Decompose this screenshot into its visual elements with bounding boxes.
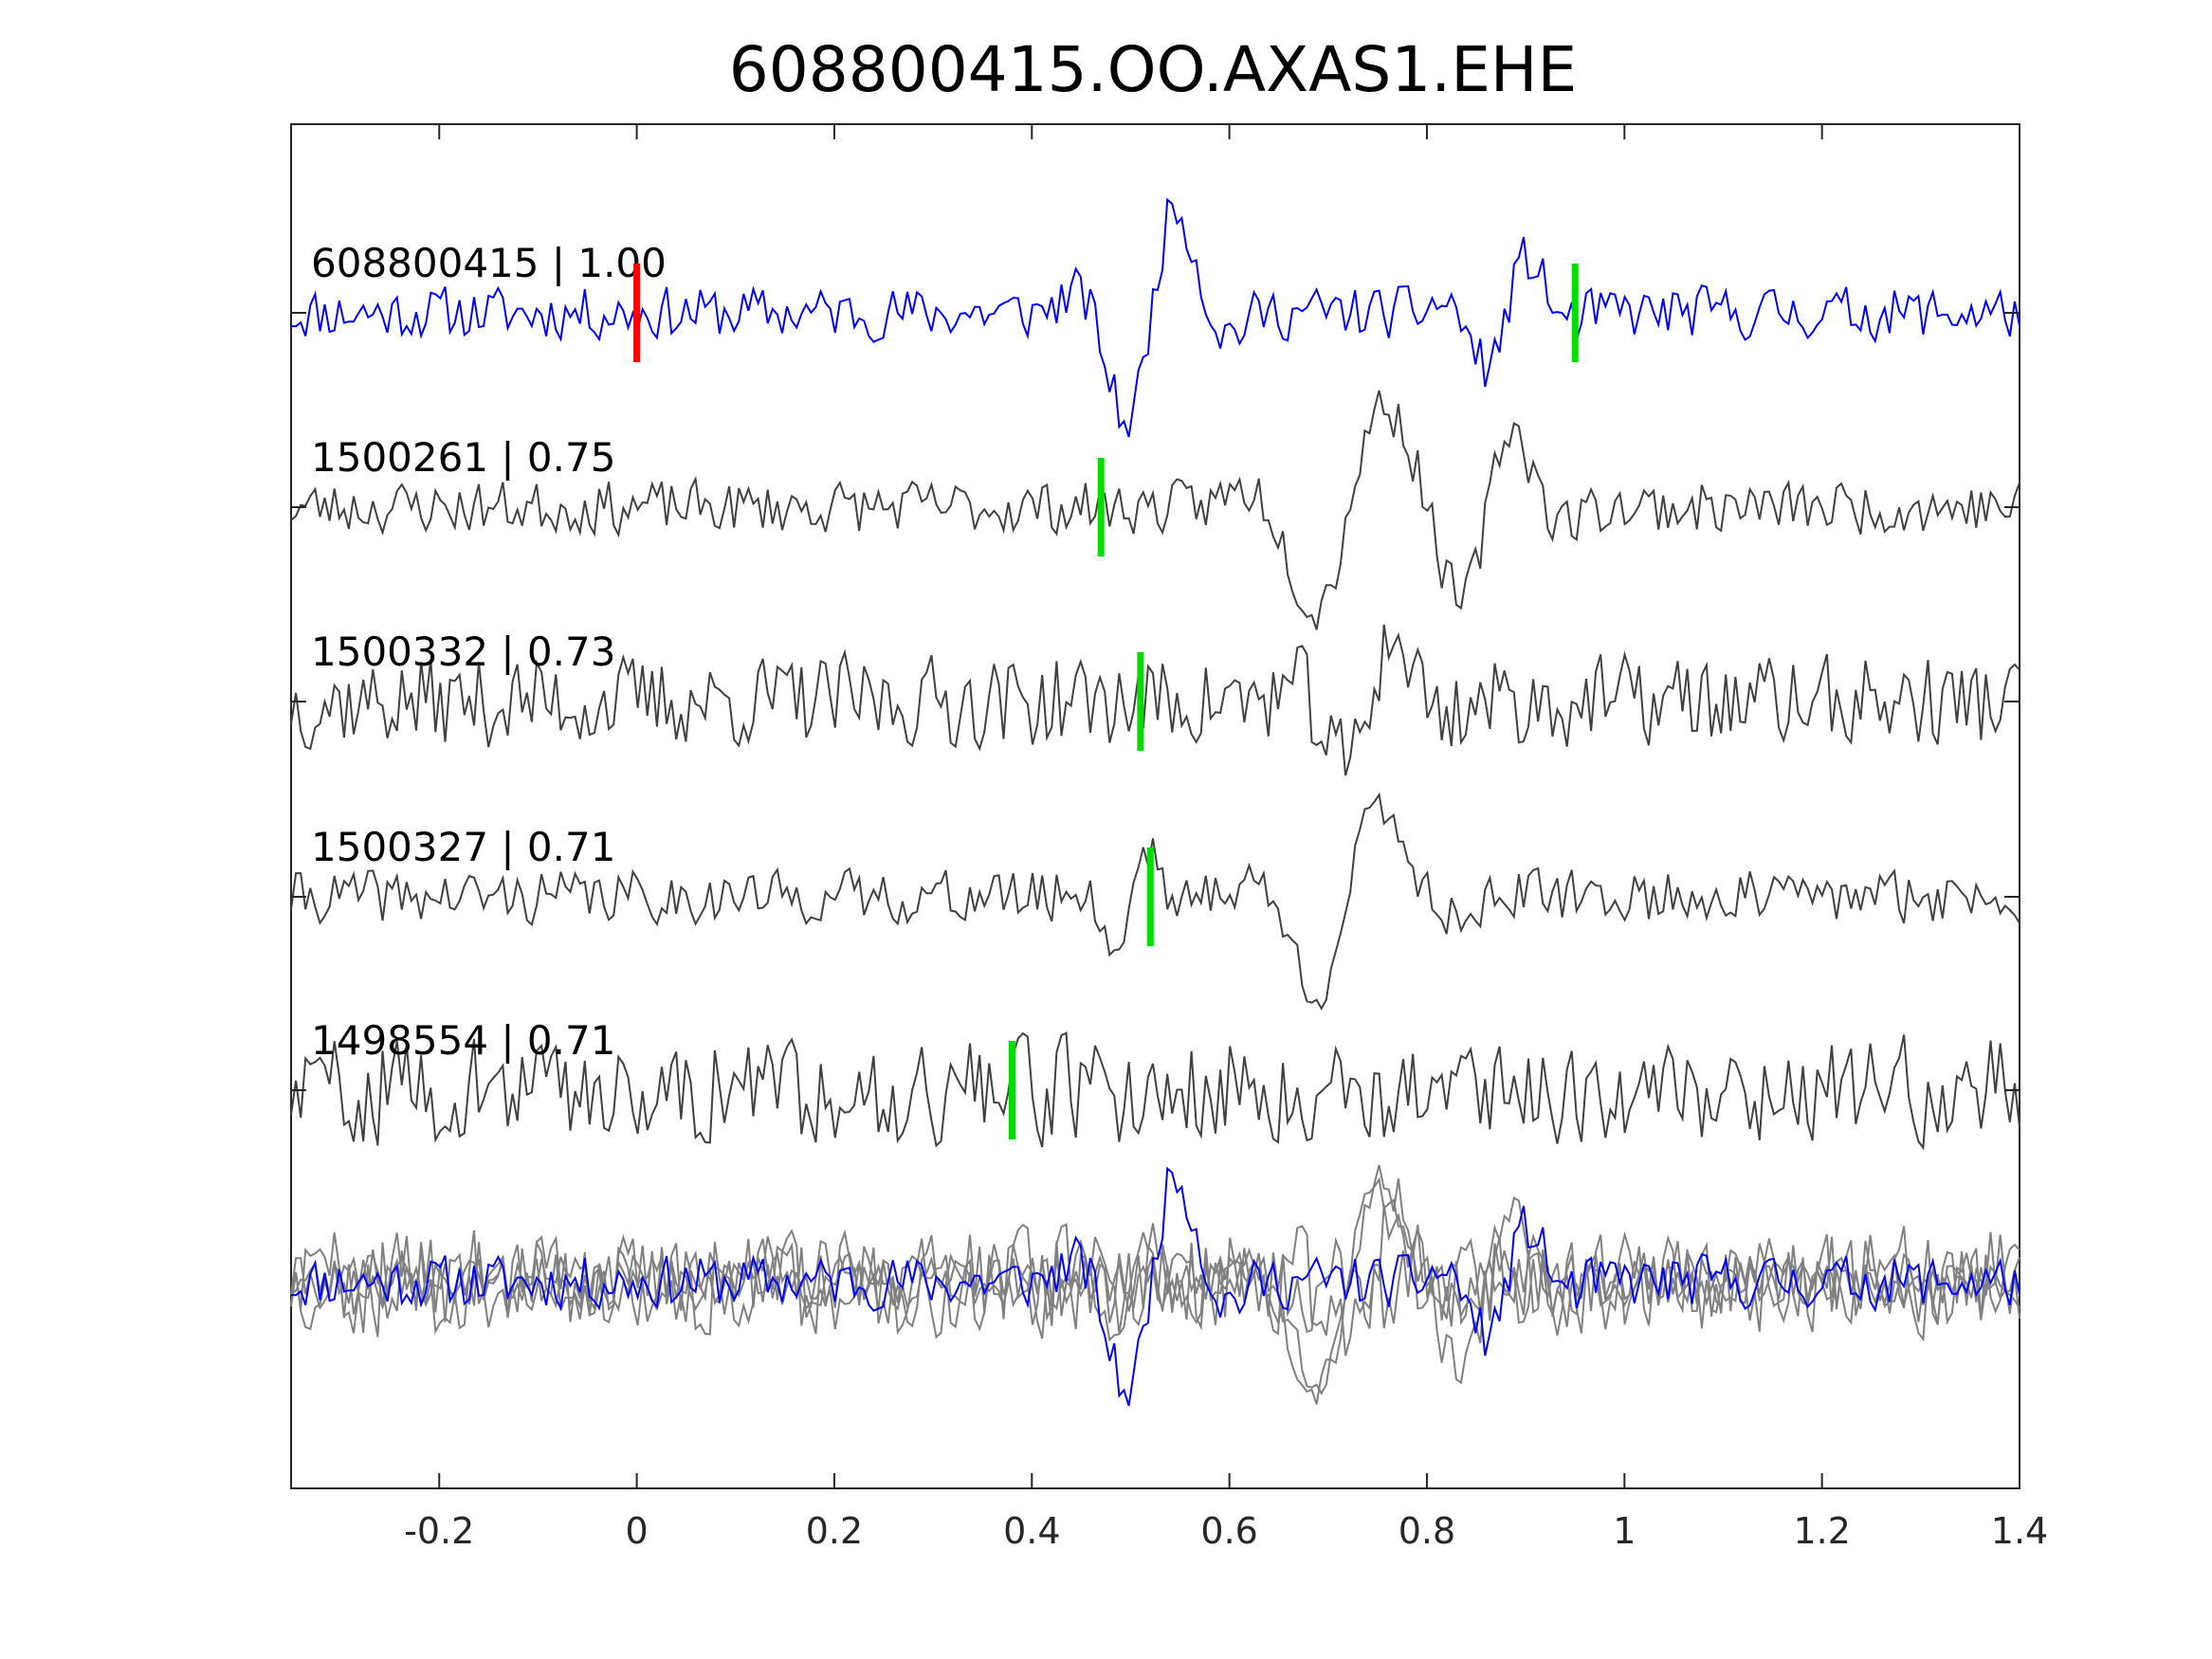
x-tick-label: -0.2 [404, 1510, 474, 1552]
trace-label-4: 1498554 | 0.71 [311, 1017, 615, 1064]
trace-line-1 [290, 390, 2020, 630]
trace-line-4 [290, 1031, 2020, 1151]
stack-trace-master [290, 1166, 2020, 1407]
plot-frame [290, 123, 2020, 1489]
trace-label-1: 1500261 | 0.75 [311, 434, 615, 481]
x-tick-label: 0.4 [1003, 1510, 1060, 1552]
x-tick-label: 0.2 [806, 1510, 863, 1552]
trace-label-0: 608800415 | 1.00 [311, 240, 667, 286]
chart-title: 608800415.OO.AXAS1.EHE [729, 33, 1578, 106]
trace-group: 608800415 | 1.00 1500261 | 0.75 1500332 | … [290, 197, 2020, 1407]
stack-trace-4 [290, 1223, 2020, 1342]
trace-line-3 [290, 792, 2020, 1011]
trace-line-0 [290, 197, 2020, 438]
trace-label-2: 1500332 | 0.73 [311, 629, 615, 675]
x-tick-label: 1.4 [1991, 1510, 2048, 1552]
x-tick-label: 0 [626, 1510, 649, 1552]
x-tick-label: 0.6 [1200, 1510, 1257, 1552]
x-axis: -0.2 0 0.2 0.4 0.6 0.8 1 1.2 1.4 [404, 124, 2048, 1552]
stack-trace-3 [290, 1176, 2020, 1395]
x-tick-label: 1.2 [1793, 1510, 1850, 1552]
x-tick-label: 0.8 [1398, 1510, 1455, 1552]
x-tick-label: 1 [1613, 1510, 1636, 1552]
trace-line-2 [290, 624, 2020, 776]
trace-label-3: 1500327 | 0.71 [311, 824, 615, 870]
